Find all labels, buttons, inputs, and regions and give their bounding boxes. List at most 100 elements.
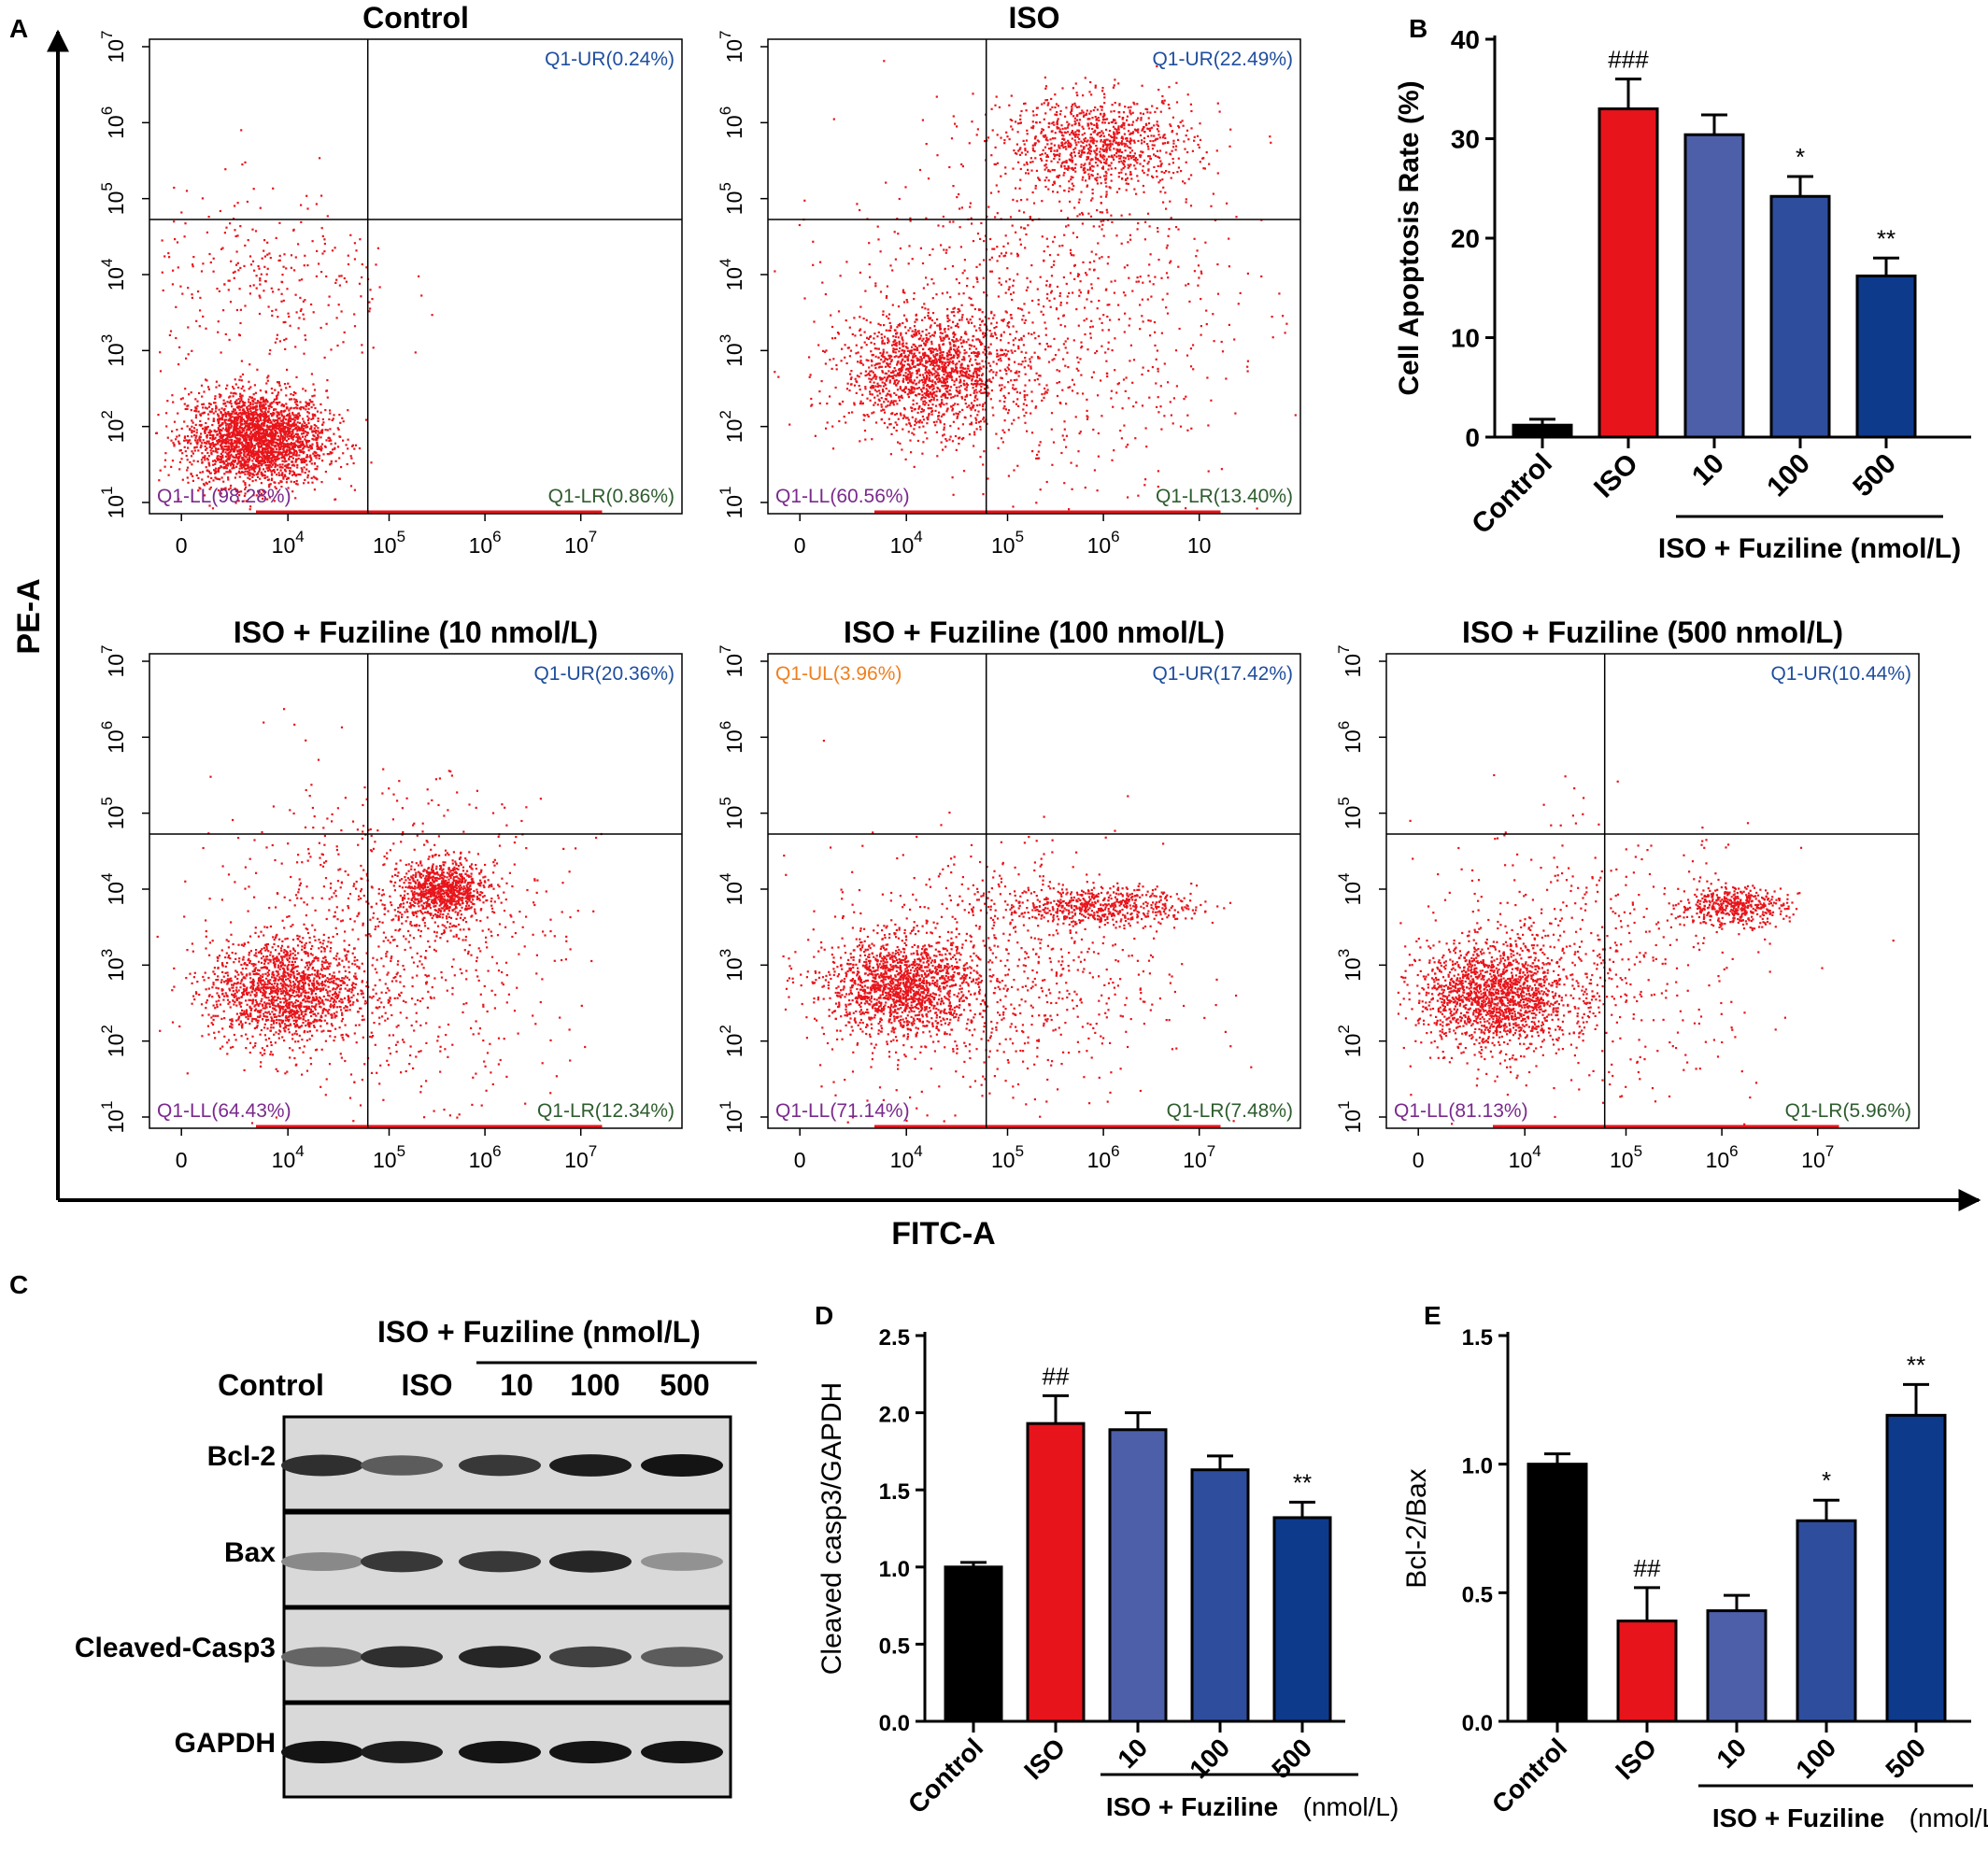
blot-band bbox=[641, 1552, 723, 1571]
blot-band bbox=[549, 1454, 632, 1477]
x-tick-label: 107 bbox=[564, 528, 597, 558]
y-tick-label: 102 bbox=[717, 410, 746, 443]
scatter-dots bbox=[774, 60, 1297, 511]
x-tick-label: 0 bbox=[794, 533, 806, 558]
group-label: ISO + Fuziline bbox=[1106, 1792, 1278, 1821]
category-label: 10 bbox=[1112, 1733, 1153, 1774]
y-tick-label: 107 bbox=[717, 644, 746, 677]
blot-band bbox=[459, 1741, 541, 1763]
x-tick-label: 106 bbox=[469, 528, 502, 558]
y-tick-label: 0.5 bbox=[1462, 1582, 1493, 1607]
y-tick-label: 107 bbox=[98, 644, 128, 677]
quadrant-ll-label: Q1-LL(64.43%) bbox=[157, 1100, 291, 1122]
flow-plot: ISO + Fuziline (10 nmol/L) Q1-UR(20.36%) Q… bbox=[98, 615, 683, 1172]
flow-plot-title: ISO + Fuziline (500 nmol/L) bbox=[1462, 615, 1843, 649]
x-tick-label: 107 bbox=[564, 1142, 597, 1172]
y-tick-label: 0.0 bbox=[1462, 1711, 1493, 1736]
quadrant-ll-label: Q1-LL(71.14%) bbox=[775, 1100, 910, 1122]
y-tick-label: 105 bbox=[98, 182, 128, 215]
category-label: 100 bbox=[1184, 1733, 1235, 1784]
x-tick-label: 104 bbox=[890, 528, 923, 558]
group-unit-label: (nmol/L) bbox=[1910, 1803, 1988, 1832]
y-tick-label: 1.5 bbox=[1462, 1325, 1493, 1351]
x-tick-label: 0 bbox=[1413, 1148, 1425, 1172]
blot-band bbox=[549, 1646, 632, 1668]
y-tick-label: 106 bbox=[98, 106, 128, 139]
quadrant-lr-label: Q1-LR(0.86%) bbox=[548, 486, 674, 507]
y-tick-label: 2.5 bbox=[879, 1325, 910, 1351]
quadrant-lr-label: Q1-LR(7.48%) bbox=[1167, 1100, 1293, 1122]
x-tick-label: 106 bbox=[1087, 528, 1120, 558]
bar bbox=[1683, 133, 1745, 439]
quadrant-ll-label: Q1-LL(98.28%) bbox=[157, 486, 291, 507]
y-tick-label: 40 bbox=[1451, 25, 1480, 54]
y-tick-label: 101 bbox=[1335, 1100, 1365, 1133]
category-label: 100 bbox=[1790, 1733, 1841, 1784]
lane-label: 10 bbox=[500, 1368, 533, 1402]
significance-label: ** bbox=[1877, 224, 1896, 252]
bar-chart-apoptosis: 0 10 20 30 40 Cell Apoptosis Rate (%) Control #… bbox=[1394, 25, 1971, 564]
lane-label: 500 bbox=[660, 1368, 709, 1402]
blot-band bbox=[361, 1741, 443, 1763]
blot-band bbox=[281, 1647, 363, 1667]
y-tick-label: 101 bbox=[98, 486, 128, 518]
bar bbox=[1190, 1468, 1250, 1723]
y-tick-label: 101 bbox=[98, 1100, 128, 1133]
bar bbox=[1526, 1463, 1588, 1723]
bar bbox=[1616, 1620, 1678, 1723]
category-label: Control bbox=[1486, 1733, 1572, 1818]
flow-plot: ISO Q1-UR(22.49%) Q1-LL(60.56%) Q1-LR(13.40… bbox=[717, 1, 1301, 558]
flow-plot-title: ISO + Fuziline (10 nmol/L) bbox=[234, 615, 598, 649]
y-tick-label: 103 bbox=[98, 949, 128, 982]
x-tick-label: 0 bbox=[794, 1148, 806, 1172]
lane-label: 100 bbox=[570, 1368, 619, 1402]
panel-letter-c: C bbox=[9, 1270, 28, 1299]
blot-band bbox=[361, 1646, 443, 1668]
category-label: 500 bbox=[1880, 1733, 1931, 1784]
quadrant-ur-label: Q1-UR(0.24%) bbox=[545, 49, 674, 70]
y-axis-label: Bcl-2/Bax bbox=[1401, 1468, 1432, 1588]
blot-band bbox=[459, 1550, 541, 1573]
scatter-dots bbox=[1397, 773, 1895, 1125]
blot-band bbox=[361, 1550, 443, 1573]
quadrant-ur-label: Q1-UR(17.42%) bbox=[1152, 663, 1293, 685]
y-tick-label: 103 bbox=[717, 334, 746, 367]
blot-band bbox=[361, 1455, 443, 1476]
flow-plot-title: Control bbox=[362, 1, 469, 35]
y-tick-label: 0.0 bbox=[879, 1711, 910, 1736]
x-tick-label: 105 bbox=[373, 528, 405, 558]
scatter-dots bbox=[782, 740, 1253, 1124]
flow-plots: Control Q1-UR(0.24%) Q1-LL(98.28%) Q1-LR(0.… bbox=[98, 1, 1920, 1172]
category-label: 100 bbox=[1761, 448, 1816, 503]
y-tick-label: 104 bbox=[717, 872, 746, 905]
category-label: ISO bbox=[1018, 1733, 1071, 1785]
category-label: ISO bbox=[1610, 1733, 1662, 1785]
category-label: Control bbox=[902, 1733, 988, 1818]
significance-label: * bbox=[1796, 143, 1805, 171]
quadrant-ur-label: Q1-UR(20.36%) bbox=[533, 663, 674, 685]
lane-label: Control bbox=[218, 1368, 324, 1402]
x-tick-label: 107 bbox=[1801, 1142, 1834, 1172]
y-tick-label: 106 bbox=[1335, 721, 1365, 754]
y-tick-label: 1.5 bbox=[879, 1479, 910, 1505]
y-tick-label: 104 bbox=[717, 258, 746, 290]
y-tick-label: 20 bbox=[1451, 224, 1480, 253]
y-tick-label: 105 bbox=[98, 797, 128, 829]
quadrant-ul-label: Q1-UL(3.96%) bbox=[775, 663, 902, 685]
scatter-dots bbox=[156, 708, 603, 1125]
category-label: Control bbox=[1466, 448, 1558, 541]
blot-band bbox=[281, 1741, 363, 1763]
y-tick-label: 106 bbox=[98, 721, 128, 754]
bar bbox=[1769, 194, 1831, 439]
plot-frame bbox=[767, 38, 1301, 515]
quadrant-lr-label: Q1-LR(5.96%) bbox=[1785, 1100, 1911, 1122]
panel-letter-b: B bbox=[1409, 14, 1427, 43]
bar bbox=[1108, 1428, 1168, 1723]
y-tick-label: 105 bbox=[717, 797, 746, 829]
x-tick-label: 106 bbox=[1706, 1142, 1739, 1172]
y-tick-label: 107 bbox=[1335, 644, 1365, 677]
y-tick-label: 103 bbox=[717, 949, 746, 982]
y-tick-label: 107 bbox=[717, 30, 746, 63]
x-tick-label: 105 bbox=[991, 528, 1024, 558]
